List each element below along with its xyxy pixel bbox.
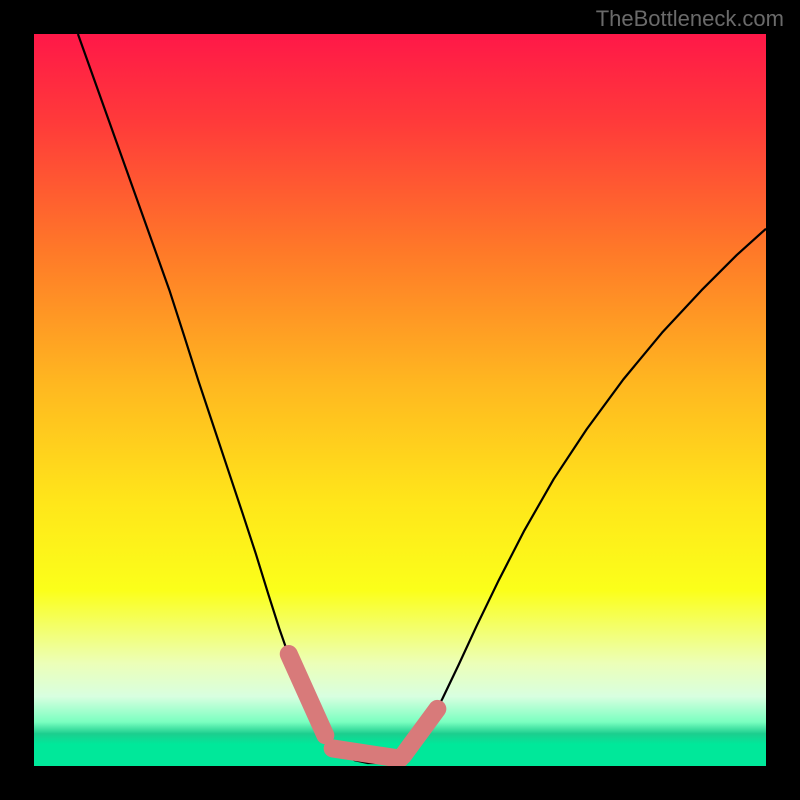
- bottleneck-chart: [0, 0, 800, 800]
- watermark-text: TheBottleneck.com: [596, 6, 784, 32]
- chart-container: TheBottleneck.com: [0, 0, 800, 800]
